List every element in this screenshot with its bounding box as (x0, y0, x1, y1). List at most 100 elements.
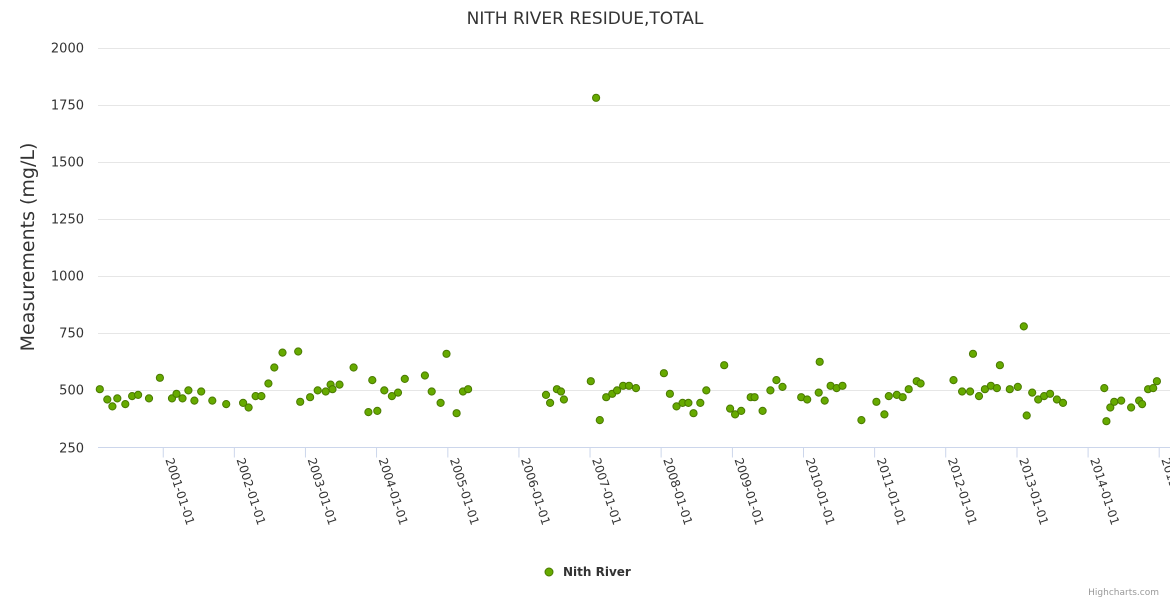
data-point[interactable] (1046, 389, 1055, 398)
data-point[interactable] (420, 371, 429, 380)
data-point[interactable] (239, 398, 248, 407)
data-point[interactable] (172, 389, 181, 398)
data-point[interactable] (387, 392, 396, 401)
data-point[interactable] (364, 408, 373, 417)
data-point[interactable] (222, 400, 231, 409)
data-point[interactable] (1149, 384, 1158, 393)
data-point[interactable] (665, 389, 675, 398)
data-point[interactable] (294, 347, 303, 356)
data-point[interactable] (958, 387, 967, 396)
data-point[interactable] (306, 393, 315, 402)
credits-link[interactable]: Highcharts.com (1088, 588, 1159, 598)
data-point[interactable] (349, 363, 358, 372)
data-point[interactable] (772, 376, 781, 385)
data-point[interactable] (190, 396, 199, 405)
data-point[interactable] (992, 384, 1002, 393)
data-point[interactable] (659, 369, 669, 378)
data-point[interactable] (427, 387, 436, 396)
data-point[interactable] (995, 361, 1005, 370)
data-point[interactable] (541, 390, 551, 399)
data-point[interactable] (872, 397, 881, 406)
data-point[interactable] (328, 385, 337, 394)
data-point[interactable] (197, 387, 206, 396)
data-point[interactable] (613, 386, 622, 395)
data-point[interactable] (595, 416, 604, 425)
data-point[interactable] (257, 392, 266, 401)
data-point[interactable] (737, 406, 746, 415)
data-point[interactable] (1005, 385, 1014, 394)
data-point[interactable] (442, 349, 451, 358)
data-point[interactable] (803, 395, 812, 404)
data-point[interactable] (1052, 395, 1062, 404)
data-point[interactable] (546, 398, 555, 407)
data-point[interactable] (335, 380, 344, 389)
data-point[interactable] (368, 376, 377, 385)
data-point[interactable] (966, 387, 975, 396)
data-point[interactable] (898, 393, 907, 402)
legend-marker-icon[interactable] (544, 567, 554, 577)
data-point[interactable] (373, 406, 382, 415)
data-point[interactable] (244, 403, 253, 412)
data-point[interactable] (731, 410, 740, 419)
data-point[interactable] (1100, 384, 1109, 393)
data-point[interactable] (464, 385, 473, 394)
data-point[interactable] (1022, 411, 1031, 420)
data-point[interactable] (884, 392, 893, 401)
data-point[interactable] (321, 387, 330, 396)
legend-item-nith-river[interactable]: Nith River (563, 565, 631, 579)
data-point[interactable] (720, 361, 729, 370)
data-point[interactable] (1110, 397, 1119, 406)
data-point[interactable] (155, 373, 164, 382)
data-point[interactable] (696, 398, 705, 407)
data-point[interactable] (556, 387, 566, 396)
data-point[interactable] (134, 390, 143, 399)
data-point[interactable] (684, 398, 693, 407)
data-point[interactable] (296, 397, 305, 406)
data-point[interactable] (103, 395, 112, 404)
data-point[interactable] (726, 404, 735, 413)
data-point[interactable] (624, 381, 634, 390)
data-point[interactable] (108, 402, 117, 411)
data-point[interactable] (602, 393, 611, 402)
data-point[interactable] (631, 384, 641, 393)
data-point[interactable] (750, 393, 759, 402)
data-point[interactable] (758, 406, 767, 415)
data-point[interactable] (1102, 417, 1111, 426)
data-point[interactable] (436, 398, 445, 407)
data-point[interactable] (278, 348, 287, 357)
data-point[interactable] (672, 402, 681, 411)
data-point[interactable] (702, 386, 711, 395)
data-point[interactable] (592, 93, 601, 102)
data-point[interactable] (113, 394, 122, 403)
data-point[interactable] (95, 385, 104, 394)
series-nith-river[interactable] (95, 93, 1162, 426)
data-point[interactable] (857, 416, 866, 425)
data-point[interactable] (974, 392, 984, 401)
data-point[interactable] (1028, 388, 1037, 397)
data-point[interactable] (208, 396, 217, 405)
data-point[interactable] (586, 377, 595, 386)
data-point[interactable] (1152, 377, 1162, 386)
data-point[interactable] (766, 386, 775, 395)
data-point[interactable] (380, 386, 389, 395)
data-point[interactable] (815, 357, 824, 366)
data-point[interactable] (916, 379, 925, 388)
data-point[interactable] (968, 349, 978, 358)
data-point[interactable] (121, 400, 130, 409)
data-point[interactable] (904, 385, 913, 394)
data-point[interactable] (559, 395, 569, 404)
data-point[interactable] (949, 376, 958, 385)
data-point[interactable] (778, 382, 787, 391)
data-point[interactable] (1138, 400, 1147, 409)
data-point[interactable] (1106, 403, 1115, 412)
data-point[interactable] (400, 374, 409, 383)
data-point[interactable] (1034, 395, 1043, 404)
data-point[interactable] (1117, 396, 1126, 405)
data-point[interactable] (313, 386, 322, 395)
data-point[interactable] (838, 381, 847, 390)
data-point[interactable] (393, 388, 403, 397)
data-point[interactable] (452, 409, 461, 418)
data-point[interactable] (178, 394, 187, 403)
data-point[interactable] (689, 409, 698, 418)
data-point[interactable] (264, 379, 273, 388)
